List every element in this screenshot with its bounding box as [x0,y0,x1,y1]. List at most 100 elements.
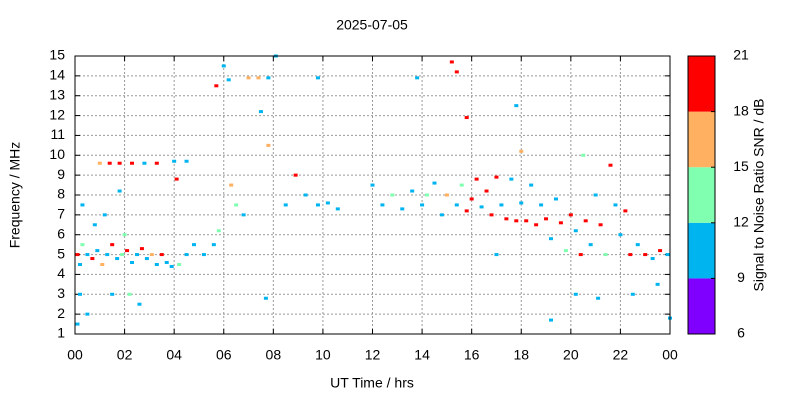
point [115,257,120,261]
point [169,264,174,268]
point [524,219,529,223]
point [623,209,628,213]
point [137,302,142,306]
point [519,201,524,205]
point [315,76,320,80]
point [85,253,90,257]
point [100,263,105,266]
y-tick-label: 9 [57,166,65,182]
colorbar-tick-label: 9 [737,269,745,285]
point [588,243,593,247]
point [258,110,263,114]
point [214,84,219,88]
point [420,203,425,207]
y-tick-label: 1 [57,325,65,341]
point [234,203,239,207]
point [139,247,144,251]
x-tick-label: 04 [166,347,182,363]
x-tick-label: 22 [613,347,629,363]
point [164,261,169,265]
point [494,175,499,179]
plot-frame [74,55,671,335]
point [77,292,82,296]
point [80,243,85,247]
point [608,163,613,167]
point [134,253,139,257]
point [573,292,578,296]
point [97,161,102,165]
point [643,253,648,257]
point [390,193,395,197]
y-tick-label: 4 [57,265,65,281]
point [449,60,454,64]
point [105,253,110,257]
point [263,296,268,300]
point [154,161,159,165]
point [77,263,82,266]
colorbar-segment [688,222,715,279]
point [628,253,633,257]
point [174,177,179,181]
x-tick-label: 00 [67,347,83,363]
point [293,173,298,177]
y-axis-label: Frequency / MHz [7,142,23,249]
x-tick-label: 02 [117,347,133,363]
point [598,223,603,227]
y-tick-label: 5 [57,245,65,261]
point [469,197,474,201]
chart-title: 2025-07-05 [336,17,408,33]
point [573,229,578,233]
x-tick-label: 00 [662,347,678,363]
point [117,189,122,193]
colorbar-tick-label: 21 [733,47,749,63]
point [499,203,504,207]
point [539,203,544,207]
point [665,253,670,257]
point [529,183,534,187]
point [509,177,514,181]
point [159,253,164,257]
point [454,70,459,74]
point [568,213,573,217]
point [544,217,549,221]
point [504,217,509,221]
point [325,201,330,205]
point [130,261,135,265]
point [658,249,663,253]
x-tick-label: 14 [414,347,430,363]
point [142,161,147,165]
point [370,183,375,187]
point [415,76,420,80]
point [75,253,80,257]
y-tick-label: 3 [57,285,65,301]
point [117,161,122,165]
point [211,243,216,247]
point [459,183,464,187]
point [216,229,221,233]
point [425,193,430,197]
x-tick-label: 16 [464,347,480,363]
point [593,193,598,197]
point [184,253,189,257]
y-tick-label: 10 [49,146,65,162]
point [149,253,154,257]
point [95,249,100,253]
point [603,253,608,257]
point [439,213,444,217]
colorbar-segment [688,56,715,112]
point [110,243,115,247]
point [596,296,601,300]
point [380,203,385,207]
point [474,177,479,181]
point [514,104,519,108]
point [519,149,524,153]
point [583,219,588,223]
y-tick-label: 7 [57,206,65,222]
point [256,76,261,80]
x-tick-label: 06 [216,347,232,363]
point [613,203,618,207]
point [130,161,135,165]
point [125,249,130,253]
point [635,243,640,247]
